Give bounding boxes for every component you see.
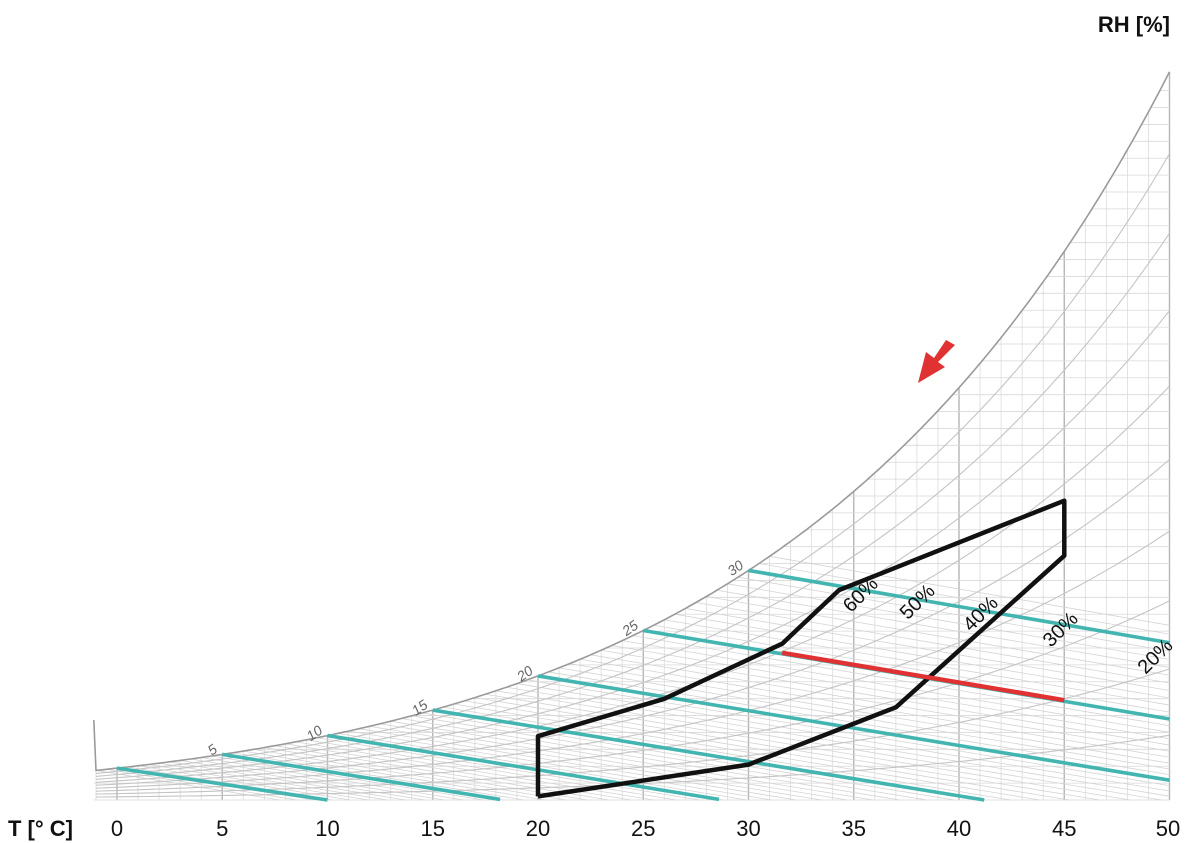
enthalpy-gridline [316,737,700,801]
wet-bulb-line [327,733,720,802]
enthalpy-gridline [485,693,1131,801]
enthalpy-gridline [411,715,927,801]
enthalpy-gridline [632,635,1170,727]
enthalpy-gridline [180,760,425,801]
enthalpy-gridline [674,613,1170,699]
wet-bulb-label: 20 [513,662,536,685]
x-tick-label: 35 [842,816,866,841]
rh-curve [95,459,1170,786]
enthalpy-gridline [611,645,1170,740]
enthalpy-gridline [695,602,1170,684]
wet-bulb-line [221,752,501,802]
saturation-curve [93,71,1171,772]
enthalpy-gridline [359,728,797,801]
enthalpy-gridline [727,583,1170,660]
enthalpy-gridline [653,624,1170,713]
wet-bulb-label: 25 [618,617,641,640]
wet-bulb-line [748,568,1170,645]
enthalpy-gridline [295,741,654,801]
enthalpy-gridline [495,690,1162,801]
rh-curve-label: 20% [1134,635,1178,679]
rh-curve [95,385,1170,783]
enthalpy-gridline [159,762,388,801]
enthalpy-gridline [601,649,1170,746]
rh-curve [95,600,1170,792]
enthalpy-gridline [390,720,874,801]
enthalpy-gridline [369,725,822,801]
wet-bulb-line [537,674,1170,782]
enthalpy-gridline [506,686,1170,797]
enthalpy-gridline [580,658,1170,758]
wet-bulb-label: 30 [724,557,746,579]
x-tick-label: 40 [947,816,971,841]
enthalpy-gridline [337,732,748,801]
enthalpy-gridline [453,703,1040,801]
comfort-region-boundary [535,498,1067,799]
rh-curve-label: 50% [896,580,940,624]
y-axis-label: RH [%] [1098,12,1170,37]
enthalpy-gridline [201,757,464,801]
rh-curve [95,668,1170,795]
enthalpy-gridline [401,718,900,801]
enthalpy-gridline [169,761,406,801]
process-line [781,650,1065,703]
x-tick-label: 5 [216,816,228,841]
x-axis-label: T [° C] [8,816,73,841]
x-tick-label: 25 [631,816,655,841]
x-tick-label: 45 [1052,816,1076,841]
enthalpy-gridline [706,596,1170,676]
x-tick-label: 0 [111,816,123,841]
enthalpy-gridline [211,755,484,801]
enthalpy-gridline [664,619,1170,706]
enthalpy-gridline [443,706,1011,801]
enthalpy-gridline [232,752,525,801]
enthalpy-gridline [569,663,1170,764]
enthalpy-gridline [716,589,1170,668]
rh-curve [95,153,1170,774]
comfort-region [535,498,1067,799]
enthalpy-gridline [464,700,1070,801]
enthalpy-gridline [306,739,677,801]
enthalpy-gridline [685,608,1170,691]
direction-arrow [918,340,955,383]
enthalpy-gridline [380,723,848,801]
rh-curve-label: 60% [839,573,883,617]
wet-bulb-line [432,708,985,802]
enthalpy-gridline [516,683,1170,792]
enthalpy-gridline [148,764,369,801]
x-tick-label: 10 [315,816,339,841]
enthalpy-gridline [190,758,445,801]
x-tick-label: 20 [526,816,550,841]
enthalpy-gridline [737,576,1170,652]
wet-bulb-line [116,766,328,802]
rh-curve [95,530,1170,789]
x-tick-label: 30 [736,816,760,841]
rh-curve [95,232,1170,777]
process-line-group [781,340,1065,703]
x-tick-label: 15 [421,816,445,841]
enthalpy-gridline [527,679,1170,787]
enthalpy-gridline [422,712,955,801]
enthalpy-gridline [348,730,772,801]
x-tick-label: 50 [1156,816,1180,841]
enthalpy-gridline [590,654,1170,752]
